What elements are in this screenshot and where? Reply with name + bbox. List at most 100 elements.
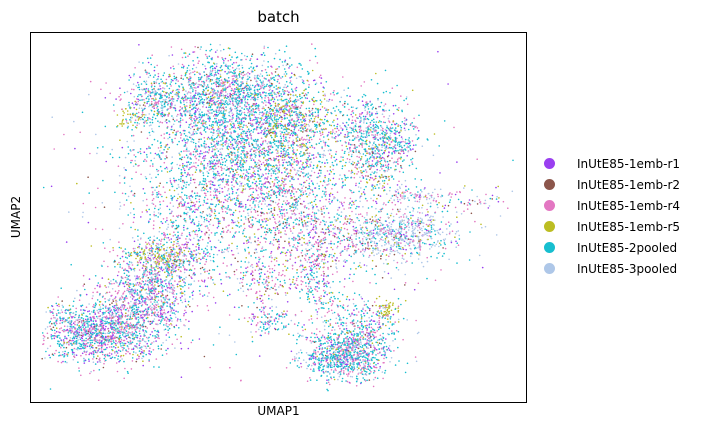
data-point (318, 283, 320, 285)
data-point (369, 320, 371, 323)
data-point (149, 173, 151, 176)
data-point (415, 195, 417, 198)
data-point (286, 200, 289, 202)
data-point (282, 64, 284, 67)
data-point (376, 168, 379, 171)
data-point (444, 204, 447, 207)
data-point (177, 206, 179, 209)
data-point (410, 123, 412, 125)
data-point (339, 317, 341, 319)
data-point (147, 242, 150, 244)
data-point (249, 59, 251, 62)
data-point (294, 313, 297, 316)
data-point (383, 248, 385, 251)
data-point (178, 251, 181, 253)
data-point (389, 160, 391, 162)
data-point (282, 187, 285, 189)
data-point (192, 202, 195, 204)
data-point (291, 163, 294, 165)
data-point (162, 317, 164, 320)
data-point (87, 324, 89, 326)
data-point (293, 323, 296, 325)
data-point (173, 287, 176, 289)
data-point (137, 284, 140, 286)
data-point (212, 224, 215, 227)
data-point (247, 306, 250, 308)
data-point (125, 352, 127, 355)
data-point (140, 295, 142, 297)
data-point (447, 204, 450, 207)
data-point (395, 168, 397, 171)
data-point (318, 359, 320, 362)
data-point (120, 312, 123, 314)
data-point (169, 83, 172, 85)
data-point (127, 152, 130, 155)
data-point (203, 136, 206, 139)
data-point (198, 155, 200, 158)
data-point (231, 75, 234, 77)
data-point (323, 258, 326, 261)
data-point (398, 170, 401, 173)
data-point (195, 169, 198, 171)
data-point (119, 359, 121, 362)
data-point (278, 49, 281, 51)
data-point (278, 90, 281, 93)
data-point (159, 85, 161, 87)
data-point (281, 131, 284, 134)
data-point (257, 214, 259, 217)
data-point (136, 282, 139, 284)
data-point (144, 330, 147, 332)
data-point (261, 107, 264, 110)
data-point (172, 65, 174, 68)
data-point (184, 201, 186, 203)
data-point (146, 280, 149, 283)
data-point (303, 145, 305, 147)
data-point (348, 215, 351, 217)
data-point (371, 342, 374, 345)
data-point (434, 211, 437, 214)
data-point (374, 323, 377, 325)
data-point (349, 350, 351, 353)
data-point (244, 85, 247, 87)
data-point (349, 336, 351, 339)
data-point (227, 143, 230, 145)
data-point (284, 240, 286, 243)
data-point (372, 378, 375, 381)
data-point (162, 200, 165, 202)
data-point (276, 214, 279, 216)
data-point (307, 173, 310, 175)
data-point (261, 173, 264, 175)
data-point (364, 380, 367, 382)
data-point (316, 281, 319, 284)
data-point (269, 148, 271, 151)
data-point (55, 330, 58, 333)
data-point (354, 166, 357, 169)
data-point (301, 136, 303, 139)
data-point (364, 249, 367, 251)
data-point (305, 94, 308, 96)
data-point (319, 99, 322, 101)
data-point (397, 305, 400, 308)
data-point (371, 171, 374, 173)
data-point (299, 195, 302, 197)
data-point (151, 321, 154, 323)
data-point (121, 316, 123, 318)
data-point (377, 125, 379, 128)
data-point (441, 195, 444, 197)
data-point (246, 55, 248, 58)
data-point (179, 124, 182, 127)
data-point (142, 364, 144, 367)
data-point (329, 360, 332, 362)
data-point (414, 178, 417, 180)
data-point (142, 313, 144, 316)
data-point (285, 102, 288, 105)
data-point (379, 124, 382, 127)
data-point (379, 351, 381, 354)
data-point (319, 122, 322, 124)
data-point (186, 140, 189, 143)
data-point (326, 250, 328, 252)
data-point (364, 115, 367, 118)
data-point (164, 299, 166, 301)
data-point (185, 208, 187, 210)
data-point (402, 214, 405, 216)
